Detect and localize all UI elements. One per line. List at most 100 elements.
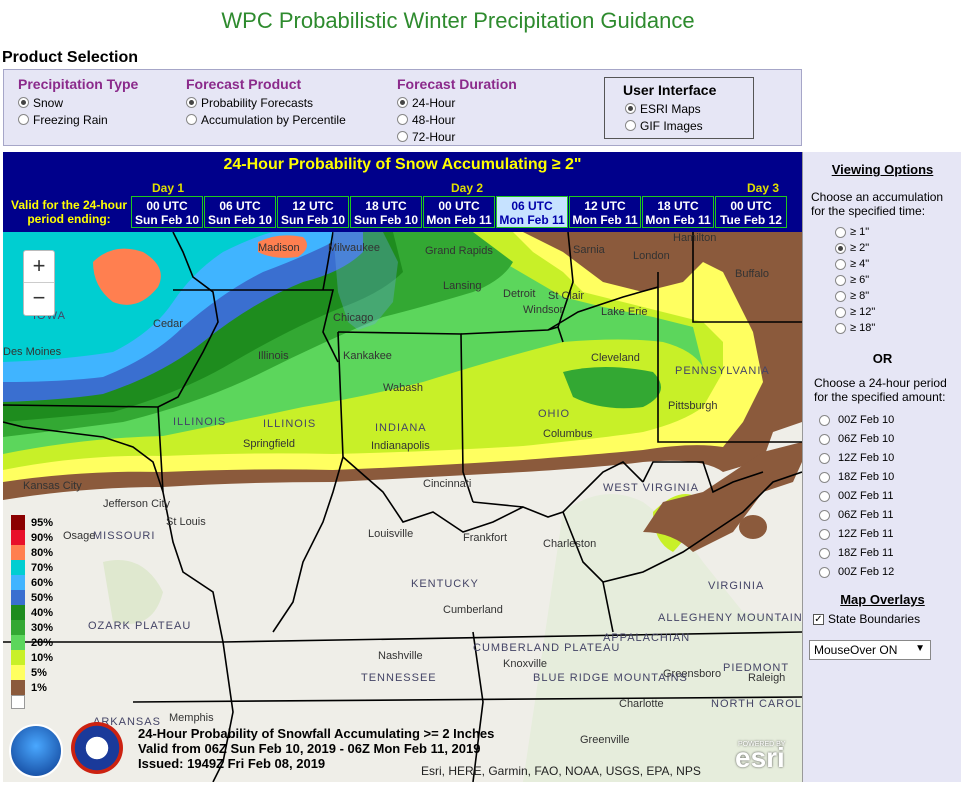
time-tab[interactable]: 18 UTC Mon Feb 11 — [642, 196, 714, 228]
radio-icon[interactable] — [819, 566, 830, 578]
radio-icon[interactable] — [819, 452, 830, 464]
radio-freezing-rain[interactable]: Freezing Rain — [18, 111, 138, 128]
radio-24-hour[interactable]: 24-Hour — [397, 94, 517, 111]
map-area[interactable]: Madison Milwaukee Grand Rapids Sarnia London… — [3, 232, 802, 782]
precip-type-title: Precipitation Type — [18, 76, 139, 92]
accum-option[interactable]: ≥ 12" — [835, 306, 875, 318]
radio-snow[interactable]: Snow — [18, 94, 138, 111]
viewing-options-panel: Viewing Options Choose an accumulation f… — [802, 152, 961, 782]
map-place-label: Buffalo — [735, 268, 770, 280]
radio-icon[interactable] — [819, 433, 830, 445]
time-tab[interactable]: 06 UTC Mon Feb 11 — [496, 196, 568, 228]
period-option-label: 06Z Feb 10 — [838, 433, 895, 445]
radio-icon[interactable] — [835, 226, 846, 238]
radio-icon[interactable] — [18, 114, 29, 125]
radio-probability[interactable]: Probability Forecasts — [186, 94, 346, 111]
legend-row: 40% — [11, 605, 53, 620]
esri-logo[interactable]: esri — [735, 742, 785, 773]
user-interface-box: User Interface ESRI Maps GIF Images — [604, 77, 754, 139]
radio-icon[interactable] — [835, 322, 846, 334]
legend-swatch — [11, 650, 25, 665]
state-boundaries-toggle[interactable]: ✓ State Boundaries — [813, 612, 920, 626]
radio-esri-maps[interactable]: ESRI Maps — [625, 100, 753, 117]
map-place-label: Illinois — [258, 350, 289, 362]
radio-icon[interactable] — [819, 547, 830, 559]
legend-label: 95% — [31, 516, 54, 529]
period-option[interactable]: 06Z Feb 10 — [819, 433, 894, 445]
map-attribution[interactable]: Esri, HERE, Garmin, FAO, NOAA, USGS, EPA… — [421, 764, 701, 778]
radio-icon[interactable] — [819, 528, 830, 540]
radio-icon[interactable] — [835, 258, 846, 270]
time-tab[interactable]: 12 UTC Mon Feb 11 — [569, 196, 641, 228]
mouseover-value: MouseOver ON — [814, 643, 898, 657]
map-place-label: Lansing — [443, 280, 482, 292]
radio-icon[interactable] — [186, 114, 197, 125]
radio-icon[interactable] — [819, 490, 830, 502]
radio-icon[interactable] — [186, 97, 197, 108]
radio-icon[interactable] — [18, 97, 29, 108]
period-option[interactable]: 06Z Feb 11 — [819, 509, 893, 521]
period-option[interactable]: 00Z Feb 12 — [819, 566, 894, 578]
map-place-label: Chicago — [333, 312, 374, 324]
time-tab[interactable]: 18 UTC Sun Feb 10 — [350, 196, 422, 228]
period-option[interactable]: 18Z Feb 11 — [819, 547, 893, 559]
accum-option[interactable]: ≥ 4" — [835, 258, 869, 270]
zoom-out-button[interactable]: − — [32, 285, 46, 310]
forecast-duration-title: Forecast Duration — [397, 76, 517, 92]
radio-icon[interactable] — [397, 114, 408, 125]
map-place-label: Knoxville — [503, 658, 548, 670]
checkbox-icon[interactable]: ✓ — [813, 613, 824, 625]
radio-icon[interactable] — [397, 131, 408, 142]
legend-swatch — [11, 680, 25, 695]
period-option[interactable]: 12Z Feb 11 — [819, 528, 893, 540]
radio-icon[interactable] — [835, 242, 846, 254]
radio-icon[interactable] — [819, 509, 830, 521]
radio-percentile[interactable]: Accumulation by Percentile — [186, 111, 346, 128]
map-place-label: Milwaukee — [328, 242, 380, 254]
boundary-line — [3, 232, 219, 408]
period-option[interactable]: 00Z Feb 10 — [819, 414, 894, 426]
radio-icon[interactable] — [835, 290, 846, 302]
map-place-label: Raleigh — [748, 672, 786, 684]
radio-icon[interactable] — [397, 97, 408, 108]
time-tab-utc: 00 UTC — [438, 199, 480, 213]
accum-option-label: ≥ 12" — [850, 306, 876, 318]
radio-icon[interactable] — [835, 274, 846, 286]
time-tab[interactable]: 06 UTC Sun Feb 10 — [204, 196, 276, 228]
accum-option[interactable]: ≥ 1" — [835, 226, 869, 238]
caption-line-2: Valid from 06Z Sun Feb 10, 2019 - 06Z Mo… — [138, 741, 481, 756]
radio-icon[interactable] — [819, 471, 830, 483]
radio-48-hour[interactable]: 48-Hour — [397, 111, 517, 128]
snow-probability-map[interactable] — [3, 232, 802, 782]
accum-option[interactable]: ≥ 2" — [835, 242, 869, 254]
accum-option[interactable]: ≥ 18" — [835, 322, 875, 334]
time-tab[interactable]: 00 UTC Tue Feb 12 — [715, 196, 787, 228]
time-tab[interactable]: 12 UTC Sun Feb 10 — [277, 196, 349, 228]
accum-option[interactable]: ≥ 8" — [835, 290, 869, 302]
map-place-label: Greensboro — [663, 668, 722, 680]
radio-gif-images[interactable]: GIF Images — [625, 117, 753, 134]
period-option[interactable]: 00Z Feb 11 — [819, 490, 893, 502]
radio-icon[interactable] — [625, 120, 636, 131]
legend-label: 40% — [31, 606, 54, 619]
legend-row: 60% — [11, 575, 53, 590]
radio-icon[interactable] — [835, 306, 846, 318]
mouseover-select[interactable]: MouseOver ON ▼ — [809, 640, 931, 660]
legend-label: 30% — [31, 621, 54, 634]
zoom-in-button[interactable]: + — [24, 251, 54, 283]
time-tab[interactable]: 00 UTC Sun Feb 10 — [131, 196, 203, 228]
radio-72-hour[interactable]: 72-Hour — [397, 128, 517, 145]
radio-icon[interactable] — [819, 414, 830, 426]
accum-option-label: ≥ 1" — [850, 226, 870, 238]
radio-icon[interactable] — [625, 103, 636, 114]
accum-option[interactable]: ≥ 6" — [835, 274, 869, 286]
map-place-label: APPALACHIAN — [603, 632, 691, 644]
legend-swatch — [11, 545, 25, 560]
period-option[interactable]: 12Z Feb 10 — [819, 452, 894, 464]
forecast-product-group: Forecast Product Probability Forecasts A… — [186, 76, 346, 128]
period-option[interactable]: 18Z Feb 10 — [819, 471, 894, 483]
time-tab[interactable]: 00 UTC Mon Feb 11 — [423, 196, 495, 228]
terrain-shading — [523, 494, 802, 782]
legend-swatch — [11, 575, 25, 590]
legend-row: 20% — [11, 635, 53, 650]
